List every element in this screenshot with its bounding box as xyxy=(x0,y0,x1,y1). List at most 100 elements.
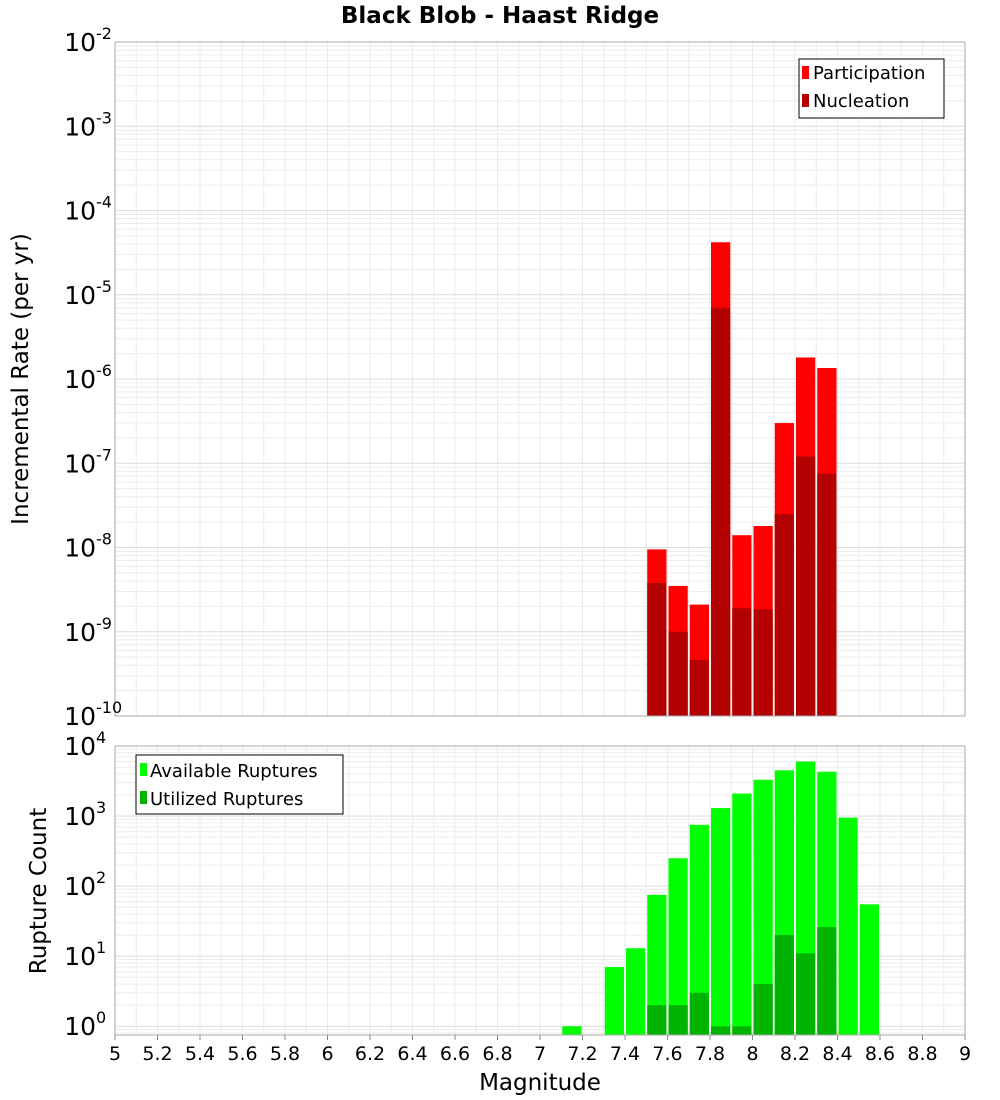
bottom-bar-available-ruptures xyxy=(732,793,752,1035)
bottom-bar-utilized-ruptures xyxy=(796,953,816,1035)
bottom-y-tick-exponent: 4 xyxy=(96,728,106,747)
x-tick-label: 6.8 xyxy=(482,1043,512,1065)
x-tick-label: 8.2 xyxy=(780,1043,810,1065)
x-tick-label: 5 xyxy=(109,1043,121,1065)
bottom-bar-utilized-ruptures xyxy=(647,1005,667,1035)
top-legend: Participation Nucleation xyxy=(798,58,945,119)
x-tick-label: 5.8 xyxy=(270,1043,300,1065)
x-tick-label: 7.8 xyxy=(695,1043,725,1065)
x-tick-label: 9 xyxy=(959,1043,971,1065)
top-y-axis-label: Incremental Rate (per yr) xyxy=(8,233,34,525)
top-y-tick-label: 10 xyxy=(64,281,96,310)
bottom-bar-utilized-ruptures xyxy=(753,984,773,1035)
bottom-y-tick-label: 10 xyxy=(64,872,96,901)
top-bar-nucleation xyxy=(668,631,688,716)
top-bar-nucleation xyxy=(796,456,816,716)
top-y-tick-exponent: -6 xyxy=(96,361,112,380)
bottom-y-tick-exponent: 0 xyxy=(96,1008,106,1027)
bottom-y-axis-label: Rupture Count xyxy=(26,808,52,974)
bottom-bar-available-ruptures xyxy=(626,948,646,1035)
bottom-bar-available-ruptures xyxy=(668,858,688,1035)
legend-swatch-nucleation xyxy=(802,94,809,107)
top-bar-nucleation xyxy=(689,660,709,716)
bottom-bar-available-ruptures xyxy=(838,817,858,1035)
top-y-tick-label: 10 xyxy=(64,618,96,647)
bottom-bar-utilized-ruptures xyxy=(668,1005,688,1035)
x-axis-label: Magnitude xyxy=(479,1070,601,1096)
bottom-bar-available-ruptures xyxy=(711,808,731,1035)
bottom-y-tick-label: 10 xyxy=(64,732,96,761)
x-tick-label: 5.2 xyxy=(142,1043,172,1065)
bottom-bar-available-ruptures xyxy=(604,967,624,1035)
legend-label-nucleation: Nucleation xyxy=(813,91,909,112)
x-tick-label: 6.4 xyxy=(397,1043,427,1065)
legend-swatch-participation xyxy=(802,66,809,79)
bottom-bar-utilized-ruptures xyxy=(817,927,837,1035)
top-y-tick-label: 10 xyxy=(64,702,96,731)
top-bar-nucleation xyxy=(753,609,773,716)
top-bar-nucleation xyxy=(817,473,837,716)
bottom-bar-utilized-ruptures xyxy=(689,992,709,1035)
top-y-tick-label: 10 xyxy=(64,112,96,141)
bottom-y-tick-exponent: 1 xyxy=(96,938,106,957)
bottom-bar-utilized-ruptures xyxy=(711,1026,731,1035)
bottom-bar-utilized-ruptures xyxy=(732,1026,752,1035)
x-tick-label: 7.2 xyxy=(567,1043,597,1065)
legend-label-available-ruptures: Available Ruptures xyxy=(150,761,318,782)
top-y-tick-label: 10 xyxy=(64,28,96,57)
x-tick-label: 8 xyxy=(746,1043,758,1065)
x-tick-label: 6.6 xyxy=(440,1043,470,1065)
top-y-tick-exponent: -9 xyxy=(96,614,112,633)
x-tick-label: 8.4 xyxy=(822,1043,852,1065)
top-legend-box xyxy=(798,58,945,119)
bottom-y-tick-label: 10 xyxy=(64,1012,96,1041)
top-y-tick-label: 10 xyxy=(64,365,96,394)
top-bar-nucleation xyxy=(647,582,667,716)
top-y-tick-exponent: -3 xyxy=(96,108,112,127)
top-bar-nucleation xyxy=(711,307,731,716)
x-tick-label: 6.2 xyxy=(355,1043,385,1065)
top-y-tick-exponent: -7 xyxy=(96,445,112,464)
bottom-legend: Available Ruptures Utilized Ruptures xyxy=(135,754,344,815)
x-ticks: 5 5.2 5.4 5.6 5.8 6 6.2 6.4 6.6 6.8 7 7.2 7.4 7.6 7.8 8… xyxy=(109,1035,971,1065)
x-tick-label: 7 xyxy=(534,1043,546,1065)
bottom-bar-utilized-ruptures xyxy=(774,935,794,1035)
top-y-tick-label: 10 xyxy=(64,534,96,563)
x-tick-label: 5.4 xyxy=(185,1043,215,1065)
top-bar-nucleation xyxy=(774,513,794,716)
bottom-bars xyxy=(562,761,879,1035)
top-y-tick-label: 10 xyxy=(64,197,96,226)
top-gridlines xyxy=(115,41,965,717)
top-y-tick-exponent: -8 xyxy=(96,530,112,549)
bottom-bar-available-ruptures xyxy=(753,779,773,1035)
x-tick-label: 6 xyxy=(321,1043,333,1065)
legend-label-participation: Participation xyxy=(813,63,925,84)
x-tick-label: 8.6 xyxy=(865,1043,895,1065)
top-bars xyxy=(647,242,837,716)
legend-label-utilized-ruptures: Utilized Ruptures xyxy=(150,789,303,810)
x-tick-label: 8.8 xyxy=(907,1043,937,1065)
legend-swatch-available-ruptures xyxy=(140,763,147,776)
top-y-tick-exponent: -4 xyxy=(96,193,112,212)
bottom-bar-available-ruptures xyxy=(689,824,709,1035)
bottom-bar-available-ruptures xyxy=(647,894,667,1035)
top-plot-frame xyxy=(114,41,966,717)
top-bar-nucleation xyxy=(732,608,752,716)
bottom-y-tick-label: 10 xyxy=(64,802,96,831)
bottom-y-tick-exponent: 2 xyxy=(96,868,106,887)
legend-swatch-utilized-ruptures xyxy=(140,791,147,804)
chart-title: Black Blob - Haast Ridge xyxy=(341,3,659,29)
top-y-tick-exponent: -2 xyxy=(96,24,112,43)
x-tick-label: 5.6 xyxy=(227,1043,257,1065)
bottom-y-tick-exponent: 3 xyxy=(96,798,106,817)
x-tick-label: 7.4 xyxy=(610,1043,640,1065)
top-y-tick-exponent: -5 xyxy=(96,277,112,296)
top-y-tick-exponent: -10 xyxy=(96,698,122,717)
top-y-tick-label: 10 xyxy=(64,449,96,478)
bottom-bar-available-ruptures xyxy=(562,1026,582,1035)
bottom-bar-available-ruptures xyxy=(859,904,879,1035)
bottom-y-tick-label: 10 xyxy=(64,942,96,971)
